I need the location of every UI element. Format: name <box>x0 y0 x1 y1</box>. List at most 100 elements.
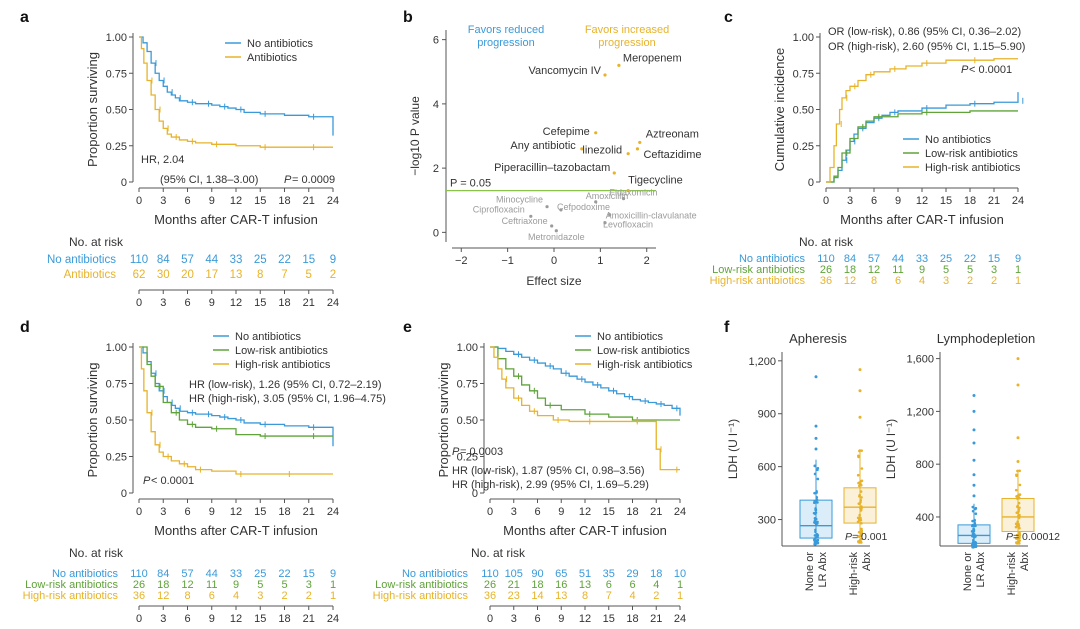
box-point <box>1017 522 1020 526</box>
box-outlier <box>972 458 976 462</box>
box-point <box>815 498 819 501</box>
box-point <box>813 517 817 520</box>
box-outlier <box>814 447 818 451</box>
risk-value: 8 <box>582 590 588 602</box>
risk-axis-tick-label: 0 <box>487 613 493 625</box>
risk-value: 14 <box>531 590 543 602</box>
x-tick-label: 6 <box>534 506 540 518</box>
box-outlier <box>1016 460 1020 464</box>
box-point <box>974 524 977 528</box>
hr-low-text: HR (low-risk), 1.26 (95% CI, 0.72–2.19) <box>189 379 382 391</box>
risk-value: 36 <box>820 275 832 287</box>
point-vancomycin-iv <box>603 73 607 77</box>
x-tick-label: 21 <box>303 195 315 207</box>
risk-value: 2 <box>330 269 336 281</box>
box-point <box>813 464 817 468</box>
x-tick-label: 12 <box>579 506 591 518</box>
x-tick-label: 0 <box>823 195 829 207</box>
p-value-text: = 0.001 <box>852 531 887 543</box>
box-point <box>860 527 863 531</box>
box-point <box>814 528 817 532</box>
risk-value: 11 <box>206 579 217 591</box>
point-levofloxacin <box>603 221 607 225</box>
box-point <box>860 467 864 470</box>
box-point <box>816 468 819 472</box>
y-tick-label: 0.50 <box>793 105 814 117</box>
risk-axis-tick-label: 15 <box>254 297 266 309</box>
point-label: Amoxicillin <box>586 191 629 201</box>
y-axis-label: LDH (U l⁻¹) <box>884 419 898 479</box>
point-label: Amoxicillin-clavulanate <box>606 211 697 221</box>
risk-value: 12 <box>181 579 193 591</box>
x-tick-label: 0 <box>551 255 557 267</box>
x-tick-label: 3 <box>511 506 517 518</box>
risk-value: 36 <box>484 590 496 602</box>
box-point <box>857 540 860 543</box>
risk-value: 5 <box>943 264 949 276</box>
group-label-line1: None or <box>962 552 974 591</box>
y-tick-label: 1,200 <box>748 356 776 368</box>
y-tick-label: 0.75 <box>106 68 127 80</box>
box-point <box>1018 493 1022 496</box>
risk-value: 3 <box>991 264 997 276</box>
risk-row-label: Low-risk antibiotics <box>712 264 805 276</box>
risk-axis-tick-label: 21 <box>303 613 315 625</box>
hr-low-text: HR (low-risk), 1.87 (95% CI, 0.98–3.56) <box>452 465 645 477</box>
box-point <box>974 534 977 538</box>
point-any-antibiotic <box>580 147 584 151</box>
risk-value: 10 <box>674 568 686 580</box>
box-title: Lymphodepletion <box>937 331 1036 346</box>
box-point <box>813 540 817 543</box>
box-point <box>859 516 862 520</box>
risk-value: 5 <box>967 264 973 276</box>
point-label: Ceftazidime <box>643 149 701 161</box>
risk-value: 9 <box>1015 253 1021 265</box>
risk-table-title: No. at risk <box>69 235 124 249</box>
risk-axis-tick-label: 15 <box>603 613 615 625</box>
risk-value: 6 <box>895 275 901 287</box>
y-axis-label: Cumulative incidence <box>772 48 787 172</box>
risk-value: 25 <box>254 254 267 266</box>
risk-value: 22 <box>964 253 976 265</box>
risk-axis-tick-label: 6 <box>534 613 540 625</box>
risk-value: 110 <box>817 253 835 265</box>
y-tick-label: 300 <box>758 515 776 527</box>
risk-value: 15 <box>303 568 315 580</box>
group-label-line2: LR Abx <box>975 552 987 588</box>
risk-axis-tick-label: 3 <box>160 613 166 625</box>
point-amoxicillin <box>594 200 598 204</box>
point-amoxicillin-clavulanate <box>608 213 612 217</box>
y-axis-label: LDH (U l⁻¹) <box>726 419 740 479</box>
x-tick-label: −1 <box>501 255 514 267</box>
box-point <box>813 534 817 537</box>
risk-table-title: No. at risk <box>69 546 124 560</box>
box-outlier <box>858 415 862 419</box>
box-point <box>813 542 816 546</box>
box-point <box>813 472 817 476</box>
risk-value: 12 <box>844 275 856 287</box>
box-point <box>1016 511 1020 515</box>
series-line-high-risk-antibiotics <box>826 58 1018 183</box>
legend-label: Low-risk antibiotics <box>235 345 328 357</box>
box-point <box>859 490 863 493</box>
risk-value: 26 <box>133 579 145 591</box>
risk-row-label: No antibiotics <box>52 568 119 580</box>
y-tick-label: 0.50 <box>106 105 127 117</box>
x-tick-label: 18 <box>278 506 290 518</box>
box-outlier <box>858 389 862 393</box>
risk-axis-tick-label: 21 <box>650 613 662 625</box>
risk-value: 110 <box>481 568 499 580</box>
risk-axis-tick-label: 6 <box>184 613 190 625</box>
risk-value: 90 <box>531 568 543 580</box>
risk-value: 44 <box>206 568 218 580</box>
hr-high-text: HR (high-risk), 2.99 (95% CI, 1.69–5.29) <box>452 479 649 491</box>
panel-f1: Apheresis 300 600 900 1,200 LDH (U l⁻¹) None o… <box>726 331 887 595</box>
risk-value: 110 <box>130 568 148 580</box>
box-point <box>972 542 975 546</box>
box-point <box>858 502 862 506</box>
series-line-high-risk-antibiotics <box>139 346 333 475</box>
x-tick-label: 0 <box>136 506 142 518</box>
risk-value: 6 <box>629 579 635 591</box>
hr-text: HR, 2.04 <box>141 154 184 166</box>
